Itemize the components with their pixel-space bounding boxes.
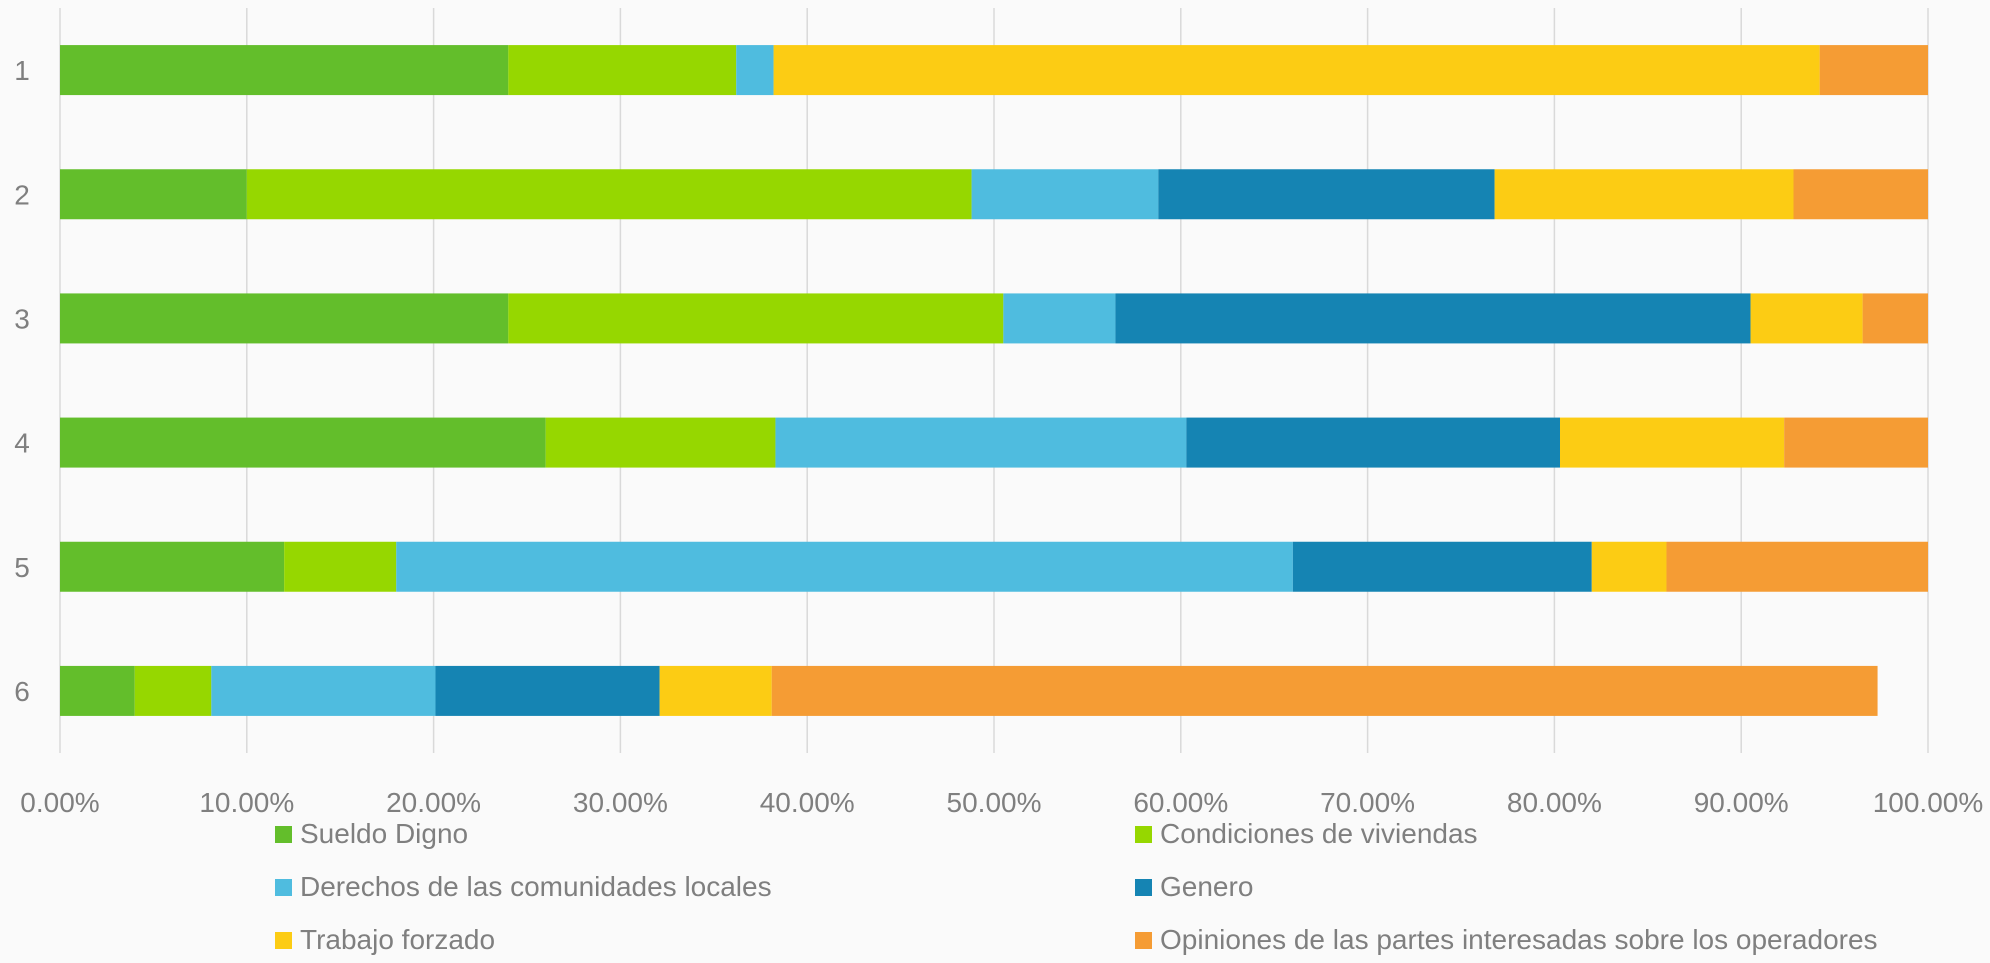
legend-item: Genero [1135,871,1253,903]
x-tick-label: 70.00% [1320,787,1415,818]
bar-segment [1003,293,1116,344]
bar-segment [60,665,135,716]
bar-segment [60,169,247,220]
legend-label: Opiniones de las partes interesadas sobr… [1160,924,1878,955]
x-tick-label: 100.00% [1873,787,1984,818]
legend-swatch [1135,931,1152,949]
bar-segment [1186,417,1561,468]
legend-item: Opiniones de las partes interesadas sobr… [1135,924,1878,956]
category-label: 4 [14,428,30,459]
legend-swatch [1135,878,1152,896]
category-label: 5 [14,552,30,583]
bar-segment [60,417,546,468]
legend-label: Trabajo forzado [300,924,496,955]
bar-segment [1115,293,1751,344]
bar-segment [284,541,397,592]
bar-segment [396,541,1293,592]
bar-segment [211,665,436,716]
bar-segment [60,541,285,592]
bar-segment [435,665,660,716]
x-tick-label: 10.00% [199,787,294,818]
bar-segment [60,45,509,96]
bar-segment [1158,169,1495,220]
legend-label: Condiciones de viviendas [1160,818,1478,849]
legend-item: Derechos de las comunidades locales [275,871,772,903]
bar-segment [971,169,1159,220]
legend-swatch [275,878,292,896]
bar-segment [134,665,212,716]
bar-segment [736,45,774,96]
bar-segment [659,665,772,716]
bar-segment [246,169,972,220]
category-label: 6 [14,676,30,707]
legend-swatch [275,825,292,843]
category-label: 1 [14,55,30,86]
bar-segment [1591,541,1667,592]
legend-label: Genero [1160,871,1254,902]
bar-segment [508,293,1004,344]
bar-segment [1666,541,1928,592]
legend-item: Trabajo forzado [275,924,495,956]
x-tick-label: 60.00% [1133,787,1228,818]
x-tick-label: 80.00% [1507,787,1602,818]
category-label: 3 [14,303,30,334]
category-label: 2 [14,179,30,210]
bar-segment [1750,293,1863,344]
x-tick-label: 50.00% [947,787,1042,818]
legend-swatch [1135,825,1152,843]
bar-segment [1793,169,1928,220]
x-tick-label: 40.00% [760,787,855,818]
bar-segment [773,45,1820,96]
x-tick-label: 90.00% [1694,787,1789,818]
bar-segment [771,665,1878,716]
legend-item: Sueldo Digno [275,818,468,850]
bar-segment [1819,45,1928,96]
legend-item: Condiciones de viviendas [1135,818,1478,850]
x-tick-label: 0.00% [20,787,99,818]
legend-swatch [275,931,292,949]
category-labels: 1 2 3 4 5 6 [14,55,30,707]
gridlines [59,8,1929,753]
legend-label: Sueldo Digno [300,818,469,849]
x-tick-label: 30.00% [573,787,668,818]
x-tick-label: 20.00% [386,787,481,818]
bars [60,45,1928,716]
x-axis-tick-labels: 0.00% 10.00% 20.00% 30.00% 40.00% 50.00% 60.00… [20,787,1983,818]
bar-segment [545,417,776,468]
bar-segment [1784,417,1928,468]
bar-segment [1494,169,1794,220]
legend-label: Derechos de las comunidades locales [300,871,772,902]
bar-segment [508,45,737,96]
bar-segment [1862,293,1928,344]
bar-segment [1560,417,1785,468]
bar-segment [1292,541,1592,592]
bar-segment [775,417,1187,468]
bar-segment [60,293,509,344]
